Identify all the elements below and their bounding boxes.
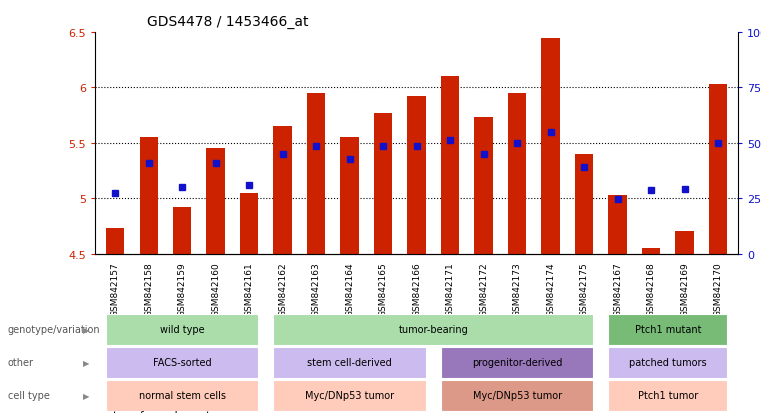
- Bar: [508, 94, 527, 254]
- Bar: [106, 228, 125, 254]
- Bar: [575, 154, 594, 254]
- Text: Ptch1 tumor: Ptch1 tumor: [638, 390, 698, 401]
- Bar: [340, 138, 359, 254]
- Bar: [474, 118, 493, 254]
- Text: tumor-bearing: tumor-bearing: [399, 324, 468, 335]
- Bar: [307, 94, 326, 254]
- Text: ■: ■: [95, 408, 107, 413]
- Text: normal stem cells: normal stem cells: [139, 390, 226, 401]
- Text: GDS4478 / 1453466_at: GDS4478 / 1453466_at: [147, 15, 308, 29]
- Text: Ptch1 mutant: Ptch1 mutant: [635, 324, 701, 335]
- Text: patched tumors: patched tumors: [629, 357, 707, 368]
- Bar: [407, 97, 426, 254]
- Text: stem cell-derived: stem cell-derived: [307, 357, 392, 368]
- Bar: [173, 208, 192, 254]
- Bar: [675, 232, 694, 254]
- Bar: [608, 195, 627, 254]
- Text: ▶: ▶: [83, 391, 89, 400]
- Text: Myc/DNp53 tumor: Myc/DNp53 tumor: [305, 390, 394, 401]
- Text: ▶: ▶: [83, 325, 89, 334]
- Bar: [642, 249, 661, 254]
- Bar: [541, 38, 560, 254]
- Bar: [374, 114, 393, 254]
- Text: genotype/variation: genotype/variation: [8, 324, 100, 335]
- Bar: [273, 127, 292, 254]
- Text: transformed count: transformed count: [113, 410, 210, 413]
- Text: FACS-sorted: FACS-sorted: [153, 357, 212, 368]
- Text: Myc/DNp53 tumor: Myc/DNp53 tumor: [473, 390, 562, 401]
- Bar: [240, 193, 259, 254]
- Bar: [139, 138, 158, 254]
- Text: cell type: cell type: [8, 390, 49, 401]
- Bar: [441, 77, 460, 254]
- Text: other: other: [8, 357, 33, 368]
- Text: wild type: wild type: [160, 324, 205, 335]
- Bar: [206, 149, 225, 254]
- Bar: [708, 85, 728, 254]
- Text: progenitor-derived: progenitor-derived: [472, 357, 562, 368]
- Text: ▶: ▶: [83, 358, 89, 367]
